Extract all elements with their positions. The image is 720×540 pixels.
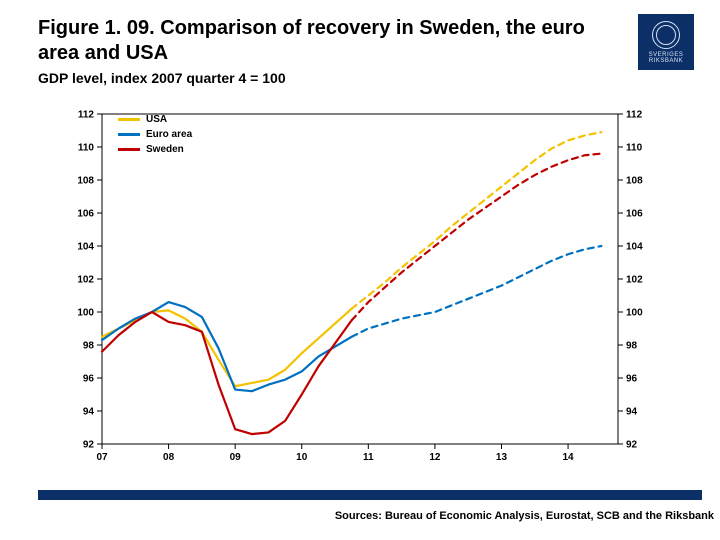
gdp-recovery-chart: 92 92 94 94 96 96 98 98 100 100 102 102 104 104 106 106…: [60, 104, 660, 474]
svg-text:11: 11: [363, 452, 374, 463]
svg-text:09: 09: [230, 452, 242, 463]
svg-text:108: 108: [626, 176, 643, 187]
svg-text:96: 96: [626, 374, 638, 385]
svg-text:108: 108: [77, 176, 94, 187]
svg-text:14: 14: [563, 452, 575, 463]
legend-label: Euro area: [146, 127, 192, 142]
svg-text:100: 100: [626, 308, 643, 319]
riksbank-logo: SVERIGES RIKSBANK: [638, 14, 694, 70]
legend-swatch-icon: [118, 148, 140, 151]
footer-rule: [38, 490, 702, 500]
legend-label: Sweden: [146, 142, 184, 157]
legend-label: USA: [146, 112, 167, 127]
legend-swatch-icon: [118, 133, 140, 136]
svg-text:92: 92: [83, 440, 95, 451]
svg-text:102: 102: [77, 275, 94, 286]
svg-text:112: 112: [626, 110, 643, 121]
svg-text:110: 110: [626, 143, 643, 154]
svg-text:12: 12: [429, 452, 441, 463]
svg-text:13: 13: [496, 452, 508, 463]
chart-legend: USAEuro areaSweden: [118, 112, 192, 157]
svg-text:07: 07: [96, 452, 108, 463]
svg-text:92: 92: [626, 440, 638, 451]
svg-text:106: 106: [77, 209, 94, 220]
svg-text:96: 96: [83, 374, 95, 385]
figure-subtitle: GDP level, index 2007 quarter 4 = 100: [38, 70, 286, 86]
figure-title: Figure 1. 09. Comparison of recovery in …: [38, 16, 598, 66]
svg-text:94: 94: [626, 407, 638, 418]
legend-item: Euro area: [118, 127, 192, 142]
svg-text:104: 104: [626, 242, 643, 253]
sources-note: Sources: Bureau of Economic Analysis, Eu…: [335, 510, 714, 522]
svg-text:106: 106: [626, 209, 643, 220]
svg-text:94: 94: [83, 407, 95, 418]
legend-swatch-icon: [118, 118, 140, 121]
svg-text:100: 100: [77, 308, 94, 319]
svg-text:112: 112: [78, 110, 95, 121]
svg-text:104: 104: [77, 242, 94, 253]
legend-item: Sweden: [118, 142, 192, 157]
svg-text:102: 102: [626, 275, 643, 286]
svg-text:10: 10: [296, 452, 308, 463]
logo-emblem-icon: [652, 21, 680, 49]
svg-text:08: 08: [163, 452, 175, 463]
svg-text:98: 98: [626, 341, 638, 352]
svg-text:110: 110: [78, 143, 95, 154]
logo-text: SVERIGES RIKSBANK: [638, 52, 694, 64]
svg-text:98: 98: [83, 341, 95, 352]
legend-item: USA: [118, 112, 192, 127]
